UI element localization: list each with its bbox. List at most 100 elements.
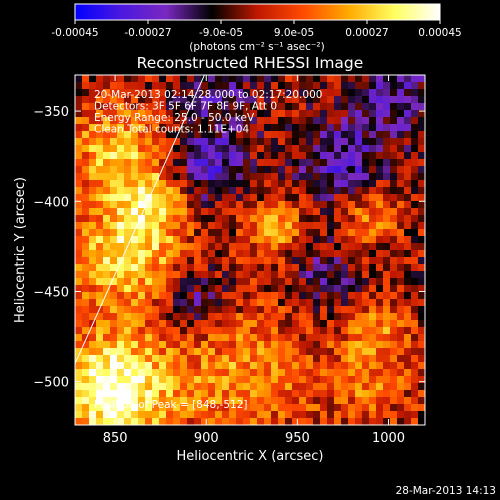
heatmap-cell <box>243 299 251 307</box>
heatmap-cell <box>194 257 202 265</box>
heatmap-cell <box>194 376 202 384</box>
heatmap-cell <box>383 215 391 223</box>
heatmap-cell <box>187 75 195 83</box>
heatmap-cell <box>243 96 251 104</box>
heatmap-cell <box>229 383 237 391</box>
heatmap-cell <box>278 96 286 104</box>
heatmap-cell <box>166 89 174 97</box>
heatmap-cell <box>82 264 90 272</box>
heatmap-cell <box>173 243 181 251</box>
heatmap-cell <box>159 222 167 230</box>
heatmap-cell <box>418 250 425 258</box>
heatmap-cell <box>110 166 118 174</box>
heatmap-cell <box>418 285 425 293</box>
heatmap-cell <box>173 390 181 398</box>
heatmap-cell <box>250 110 258 118</box>
heatmap-cell <box>376 236 384 244</box>
heatmap-cell <box>313 418 321 425</box>
heatmap-cell <box>75 404 83 412</box>
heatmap-cell <box>96 278 104 286</box>
heatmap-cell <box>348 334 356 342</box>
heatmap-cell <box>390 278 398 286</box>
heatmap-cell <box>110 173 118 181</box>
heatmap-cell <box>152 117 160 125</box>
heatmap-cell <box>383 411 391 419</box>
heatmap-cell <box>327 145 335 153</box>
heatmap-cell <box>334 250 342 258</box>
heatmap-cell <box>369 131 377 139</box>
heatmap-cell <box>138 285 146 293</box>
heatmap-cell <box>390 257 398 265</box>
heatmap-cell <box>348 75 356 83</box>
heatmap-cell <box>243 117 251 125</box>
heatmap-cell <box>103 418 111 425</box>
heatmap-cell <box>292 264 300 272</box>
heatmap-cell <box>271 117 279 125</box>
heatmap-cell <box>292 208 300 216</box>
heatmap-cell <box>236 145 244 153</box>
heatmap-cell <box>404 271 412 279</box>
heatmap-cell <box>292 250 300 258</box>
heatmap-cell <box>390 313 398 321</box>
heatmap-cell <box>390 131 398 139</box>
heatmap-cell <box>243 222 251 230</box>
heatmap-cell <box>124 383 132 391</box>
heatmap-cell <box>138 355 146 363</box>
heatmap-cell <box>250 264 258 272</box>
heatmap-cell <box>341 138 349 146</box>
heatmap-cell <box>257 152 265 160</box>
heatmap-cell <box>348 369 356 377</box>
heatmap-cell <box>355 103 363 111</box>
heatmap-cell <box>89 257 97 265</box>
heatmap-cell <box>124 180 132 188</box>
heatmap-cell <box>75 194 83 202</box>
heatmap-cell <box>348 103 356 111</box>
heatmap-cell <box>390 96 398 104</box>
heatmap-cell <box>257 411 265 419</box>
heatmap-cell <box>320 390 328 398</box>
heatmap-cell <box>250 208 258 216</box>
heatmap-cell <box>348 124 356 132</box>
heatmap-cell <box>285 75 293 83</box>
heatmap-cell <box>110 341 118 349</box>
heatmap-cell <box>208 334 216 342</box>
heatmap-cell <box>306 96 314 104</box>
heatmap-cell <box>320 110 328 118</box>
heatmap-cell <box>292 131 300 139</box>
heatmap-cell <box>299 320 307 328</box>
heatmap-cell <box>404 187 412 195</box>
heatmap-cell <box>124 229 132 237</box>
heatmap-cell <box>348 243 356 251</box>
heatmap-cell <box>376 152 384 160</box>
heatmap-cell <box>103 124 111 132</box>
heatmap-cell <box>166 131 174 139</box>
heatmap-cell <box>369 222 377 230</box>
heatmap-cell <box>278 369 286 377</box>
heatmap-cell <box>299 229 307 237</box>
heatmap-cell <box>110 236 118 244</box>
heatmap-cell <box>236 201 244 209</box>
heatmap-cell <box>348 250 356 258</box>
heatmap-cell <box>285 299 293 307</box>
heatmap-cell <box>376 334 384 342</box>
heatmap-cell <box>159 110 167 118</box>
heatmap-cell <box>383 334 391 342</box>
heatmap-cell <box>222 243 230 251</box>
heatmap-cell <box>180 390 188 398</box>
heatmap-cell <box>383 110 391 118</box>
heatmap-cell <box>306 376 314 384</box>
heatmap-cell <box>306 411 314 419</box>
heatmap-cell <box>124 292 132 300</box>
heatmap-cell <box>404 257 412 265</box>
heatmap-cell <box>383 236 391 244</box>
heatmap-cell <box>124 138 132 146</box>
heatmap-cell <box>215 201 223 209</box>
heatmap-cell <box>82 243 90 251</box>
heatmap-cell <box>250 166 258 174</box>
heatmap-cell <box>124 264 132 272</box>
heatmap-cell <box>355 187 363 195</box>
heatmap-cell <box>131 215 139 223</box>
heatmap-cell <box>222 285 230 293</box>
heatmap-cell <box>383 355 391 363</box>
heatmap-cell <box>215 278 223 286</box>
